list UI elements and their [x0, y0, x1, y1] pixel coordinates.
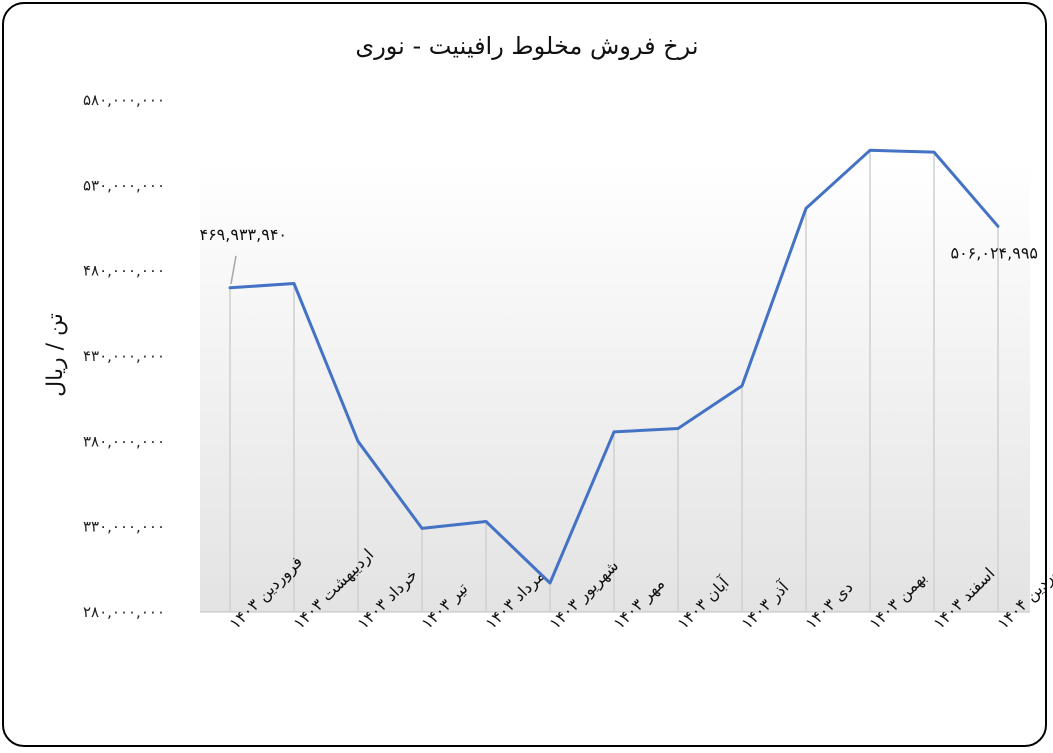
y-tick-label: ۵۳۰,۰۰۰,۰۰۰	[83, 176, 165, 194]
y-tick-label: ۵۸۰,۰۰۰,۰۰۰	[83, 91, 165, 109]
data-label-leader	[230, 255, 237, 284]
y-tick-label: ۲۸۰,۰۰۰,۰۰۰	[83, 603, 165, 621]
series-line	[228, 148, 1000, 585]
y-tick-label: ۳۸۰,۰۰۰,۰۰۰	[83, 432, 165, 450]
plot-area	[200, 160, 1030, 612]
chart-title: نرخ فروش مخلوط رافینیت - نوری	[355, 32, 698, 60]
data-label: ۴۶۹,۹۳۳,۹۴۰	[199, 225, 287, 244]
y-tick-label: ۴۳۰,۰۰۰,۰۰۰	[83, 347, 165, 365]
y-tick-label: ۳۳۰,۰۰۰,۰۰۰	[83, 518, 165, 536]
y-tick-label: ۴۸۰,۰۰۰,۰۰۰	[83, 262, 165, 280]
data-label: ۵۰۶,۰۲۴,۹۹۵	[950, 243, 1038, 262]
y-axis-label: تن / ریال	[43, 313, 68, 397]
